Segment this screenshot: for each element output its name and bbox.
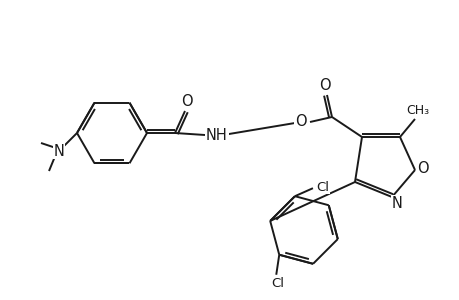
Text: Cl: Cl <box>270 277 283 290</box>
Text: O: O <box>181 94 192 109</box>
Text: N: N <box>53 143 64 158</box>
Text: Cl: Cl <box>316 181 329 194</box>
Text: CH₃: CH₃ <box>406 103 429 116</box>
Text: NH: NH <box>206 128 227 142</box>
Text: O: O <box>319 77 330 92</box>
Text: O: O <box>416 160 428 175</box>
Text: O: O <box>295 113 306 128</box>
Text: N: N <box>391 196 402 211</box>
